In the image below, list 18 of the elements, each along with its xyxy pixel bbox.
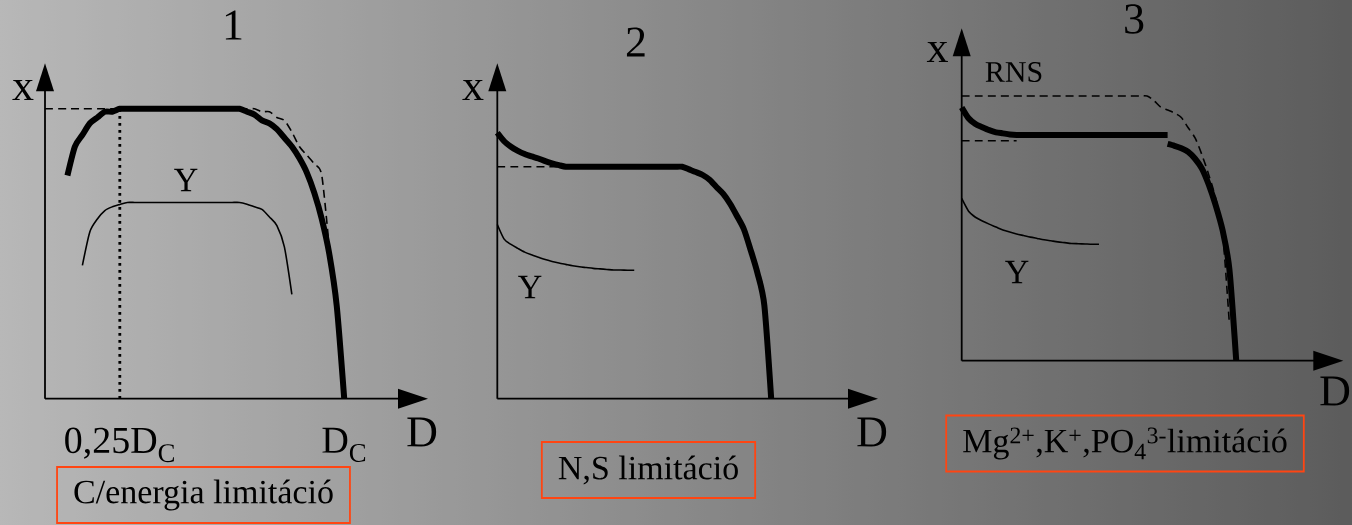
y-axis-title: x — [462, 79, 484, 101]
series-label: Y — [174, 168, 198, 192]
x-tick-label: D$_{C}$ — [322, 427, 366, 462]
y-axis-title: x — [926, 41, 948, 63]
series-label: Y — [1005, 260, 1029, 284]
chart-title: 1 — [225, 10, 242, 40]
text: C/energia limitáció — [74, 479, 333, 511]
text: N,S limitáció — [558, 455, 738, 485]
series-label: Y — [518, 275, 542, 299]
x-tick-label: 0,25D$_{C}$ — [65, 427, 174, 463]
text: RNS — [985, 61, 1042, 83]
chart-title: 3 — [1125, 4, 1144, 34]
x-axis-title: D — [407, 417, 437, 447]
x-axis-title: D — [857, 417, 887, 447]
y-axis-title: x — [12, 79, 34, 101]
text: Mg$^{2+}$,K$^{+}$,PO$_{4}$$^{3-}$limitáció — [963, 427, 1287, 460]
chart-title: 2 — [626, 27, 645, 57]
x-axis-title: D — [1320, 376, 1350, 406]
